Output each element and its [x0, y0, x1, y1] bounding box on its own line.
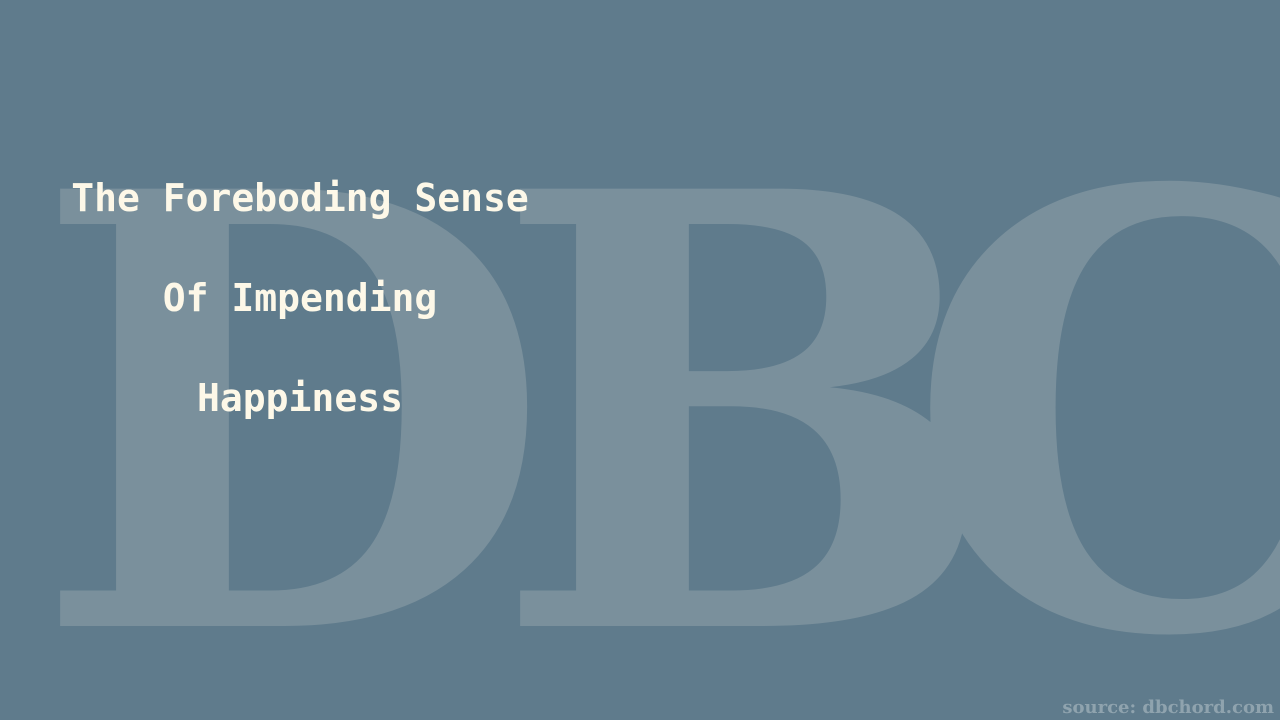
watermark-letter-d: D [32, 63, 553, 720]
song-title-line-2: Of Impending [162, 276, 438, 320]
watermark-letter-b: B [492, 63, 1000, 720]
watermark-letter-c: C [905, 63, 1280, 720]
song-title-line-1: The Foreboding Sense [71, 176, 529, 220]
song-title-line-3: Happiness [197, 376, 403, 420]
song-title: The Foreboding Sense Of Impending Happin… [40, 170, 560, 470]
source-credit: source: dbchord.com [1062, 697, 1274, 718]
